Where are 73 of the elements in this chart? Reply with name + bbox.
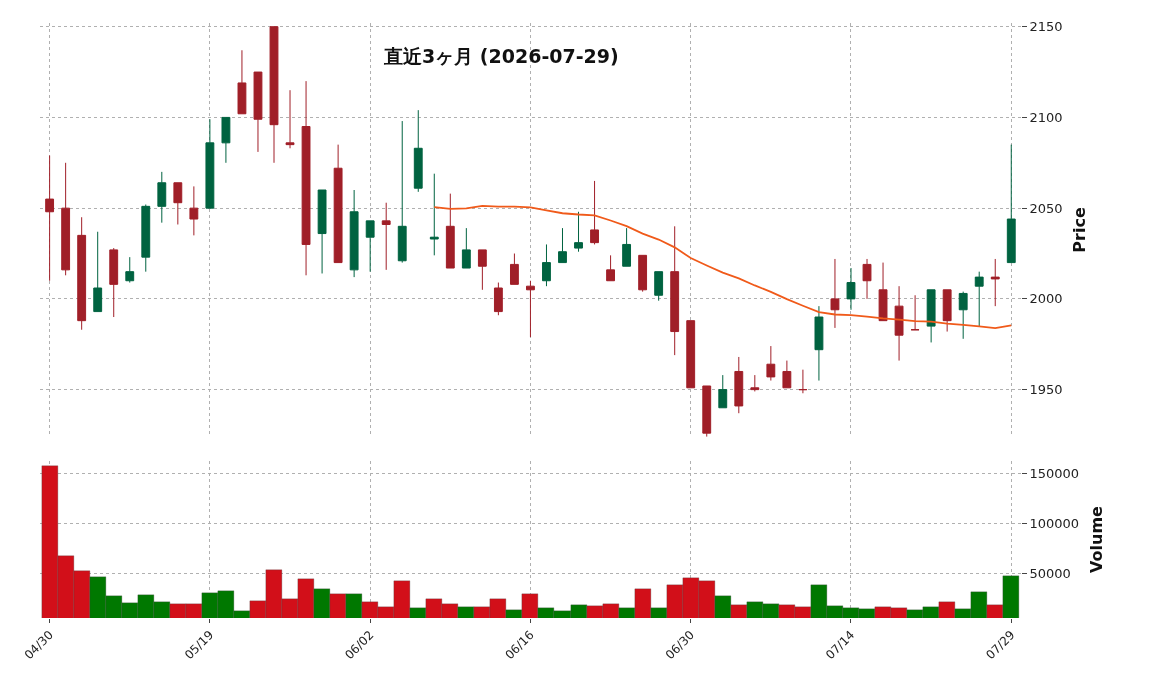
candlestick — [141, 204, 151, 273]
candlestick — [301, 80, 311, 276]
y-tick-label: 150000 — [1029, 466, 1080, 482]
candlestick — [766, 345, 776, 382]
candlestick — [173, 182, 183, 225]
candlestick — [926, 289, 936, 343]
candlestick — [542, 243, 551, 287]
candlestick — [365, 220, 375, 273]
y-tick-label: 1950 — [1029, 382, 1063, 398]
candlestick — [237, 49, 247, 115]
candlestick — [333, 144, 343, 264]
candlestick — [317, 189, 327, 274]
candlestick — [942, 289, 952, 333]
text: 直近3ヶ月 (2026-07-29) — [383, 45, 619, 67]
candlestick — [606, 254, 615, 282]
candlestick — [574, 211, 583, 253]
candlestick — [269, 26, 279, 164]
candlestick — [526, 280, 535, 338]
candlestick — [493, 282, 503, 316]
candlestick — [189, 185, 199, 236]
candlestick — [109, 247, 119, 318]
candlestick — [558, 227, 567, 264]
candlestick — [782, 360, 792, 389]
candlestick — [157, 171, 167, 224]
candlestick — [125, 256, 135, 284]
candlestick — [894, 285, 904, 362]
candlestick — [718, 374, 728, 409]
candlestick — [397, 120, 407, 264]
y-axis-title: Volume — [1086, 505, 1106, 573]
candlestick — [509, 253, 519, 285]
y-tick-label: 2050 — [1029, 200, 1063, 216]
candlestick — [670, 225, 680, 356]
candlestick — [253, 71, 263, 153]
y-tick-label: 2000 — [1029, 291, 1063, 307]
candlestick — [814, 305, 824, 382]
candlestick — [61, 162, 71, 276]
candlestick — [798, 369, 808, 394]
y-tick-label: 50000 — [1029, 565, 1071, 581]
candlestick — [221, 116, 231, 164]
candlestick — [205, 118, 215, 209]
y-tick-label: 100000 — [1029, 516, 1080, 532]
candlestick — [622, 227, 632, 267]
candlestick — [830, 258, 840, 329]
candlestick — [590, 180, 599, 245]
y-axis-title: Price — [1070, 207, 1090, 253]
candlestick — [461, 227, 471, 269]
candlestick — [862, 258, 872, 300]
candlestick — [413, 109, 423, 193]
candlestick — [734, 356, 744, 414]
candlestick — [381, 202, 391, 271]
candlestick — [878, 262, 888, 322]
candlestick — [45, 155, 55, 282]
candlestick — [702, 385, 712, 437]
candlestick — [990, 258, 1000, 307]
candlestick — [638, 254, 648, 293]
candlestick — [77, 216, 87, 331]
y-tick-label: 2150 — [1029, 19, 1063, 35]
candlestick — [910, 294, 920, 331]
candlestick — [654, 271, 664, 302]
candlestick — [750, 374, 760, 392]
candlestick — [93, 231, 103, 313]
candlestick — [445, 193, 455, 269]
candlestick — [477, 249, 487, 291]
candlestick — [974, 271, 984, 327]
candlestick — [846, 267, 856, 311]
candlestick — [429, 173, 439, 256]
candlestick — [958, 291, 968, 340]
candlestick — [349, 189, 359, 278]
line-series — [433, 204, 1013, 329]
y-tick-label: 2100 — [1029, 109, 1063, 125]
candlestick — [686, 320, 696, 389]
candlestick — [1006, 144, 1016, 264]
candlestick — [285, 89, 295, 149]
